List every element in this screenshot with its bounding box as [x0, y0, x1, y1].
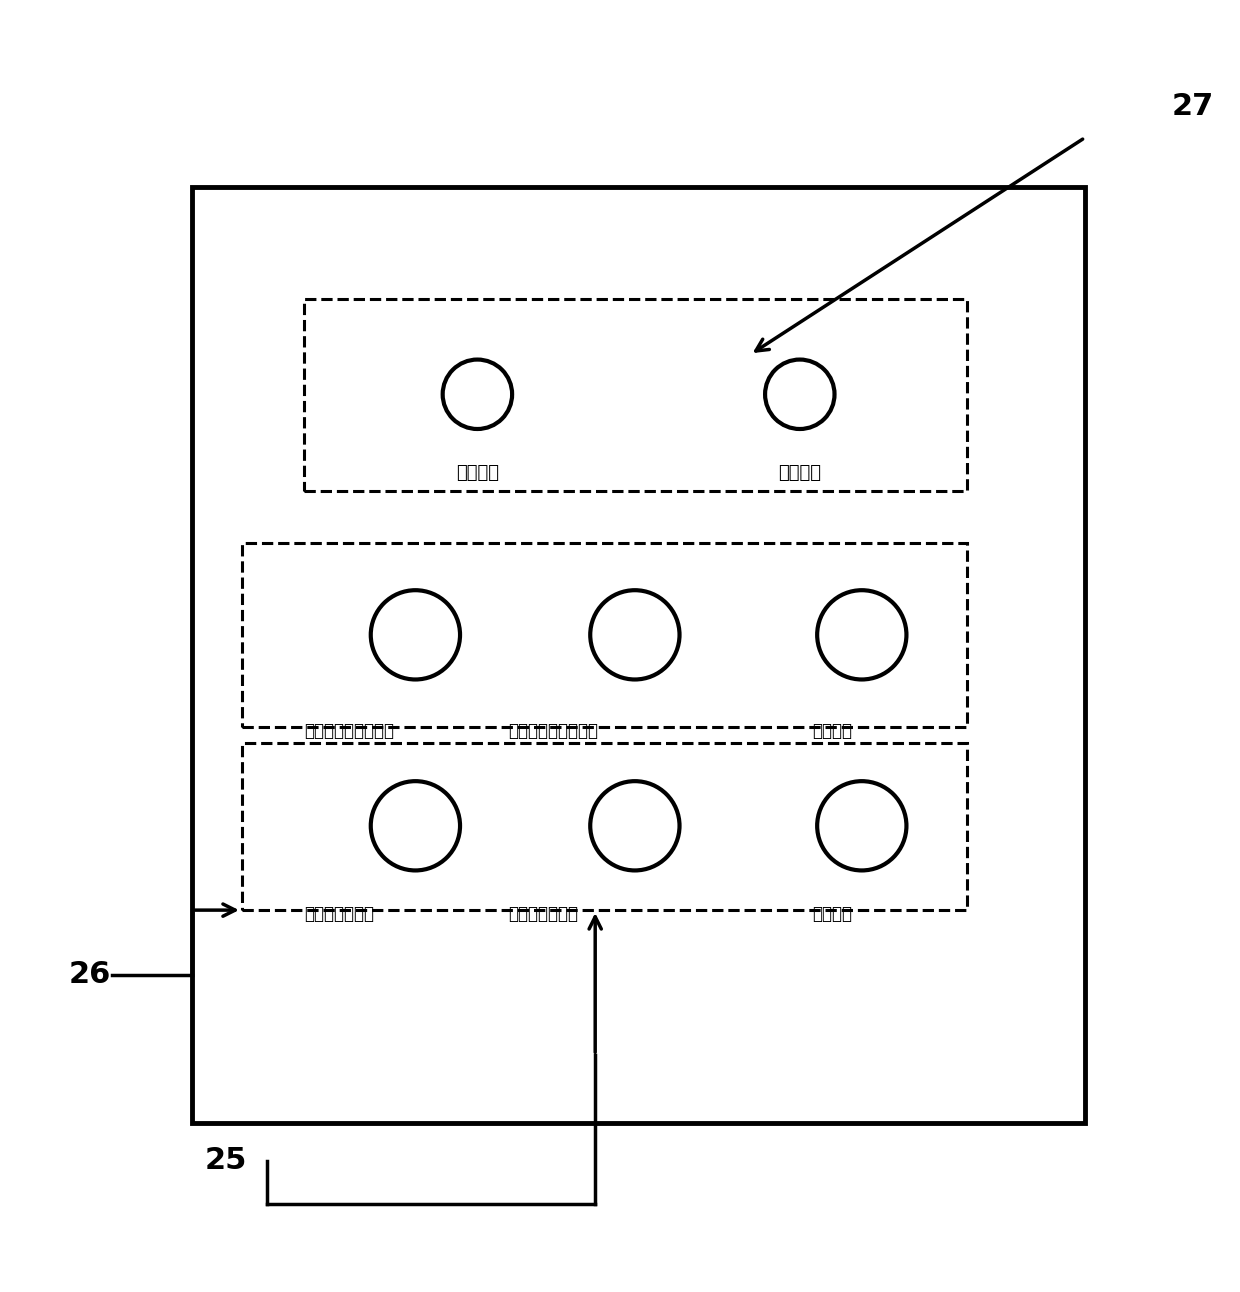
Bar: [304, 298, 967, 491]
Text: 点火复位: 点火复位: [779, 464, 821, 482]
Text: 27: 27: [1172, 92, 1214, 121]
Text: 一次风管道风机: 一次风管道风机: [304, 906, 373, 924]
Text: 声光报警: 声光报警: [456, 464, 498, 482]
Text: 一次风管道风机指示: 一次风管道风机指示: [304, 722, 394, 739]
Bar: [192, 187, 1085, 1124]
Text: 26: 26: [68, 960, 110, 990]
Text: 二次风管道风机指示: 二次风管道风机指示: [508, 722, 599, 739]
Text: 点火开关: 点火开关: [812, 906, 852, 924]
Bar: [242, 743, 967, 910]
Text: 二次风管道风机: 二次风管道风机: [508, 906, 578, 924]
Text: 火焊指示: 火焊指示: [812, 722, 852, 739]
Text: 25: 25: [205, 1146, 247, 1176]
Bar: [242, 543, 967, 726]
